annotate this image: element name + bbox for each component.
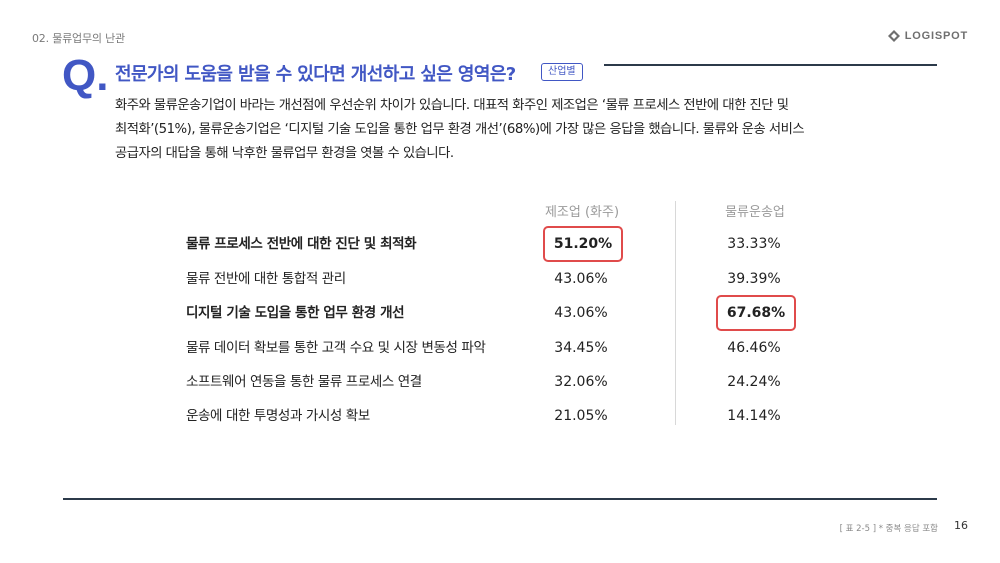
question-title: 전문가의 도움을 받을 수 있다면 개선하고 싶은 영역은? <box>115 64 516 85</box>
manufacturing-value-highlighted: 51.20% <box>543 226 623 262</box>
description-line: 최적화’(51%), 물류운송기업은 ‘디지털 기술 도입을 통한 업무 환경 … <box>115 122 805 137</box>
manufacturing-value: 21.05% <box>554 408 608 424</box>
table-footnote: [ 표 2-5 ] * 중복 응답 포함 <box>839 524 938 534</box>
logistics-value-highlighted: 67.68% <box>716 295 796 331</box>
manufacturing-value: 43.06% <box>554 305 608 321</box>
logo: LOGISPOT <box>887 30 968 42</box>
column-header-logistics: 물류운송업 <box>725 205 785 220</box>
industry-tag: 산업별 <box>541 63 583 81</box>
logo-mark-icon <box>887 30 900 42</box>
table-row: 물류 데이터 확보를 통한 고객 수요 및 시장 변동성 파악 34.45% 4… <box>186 337 826 359</box>
manufacturing-value: 32.06% <box>554 374 608 390</box>
row-label: 물류 전반에 대한 통합적 관리 <box>186 271 346 287</box>
row-label: 물류 프로세스 전반에 대한 진단 및 최적화 <box>186 236 417 252</box>
header-divider <box>604 64 937 66</box>
row-label: 소프트웨어 연동을 통한 물류 프로세스 연결 <box>186 374 422 390</box>
logo-text: LOGISPOT <box>904 30 968 42</box>
table-row: 물류 프로세스 전반에 대한 진단 및 최적화 51.20% 33.33% <box>186 226 826 262</box>
table-row: 물류 전반에 대한 통합적 관리 43.06% 39.39% <box>186 268 826 290</box>
manufacturing-value: 34.45% <box>554 340 608 356</box>
section-label: 02. 물류업무의 난관 <box>32 32 125 45</box>
column-divider <box>675 201 676 425</box>
logistics-value: 24.24% <box>727 374 781 390</box>
description-line: 공급자의 대답을 통해 낙후한 물류업무 환경을 엿볼 수 있습니다. <box>115 146 454 161</box>
table-row: 운송에 대한 투명성과 가시성 확보 21.05% 14.14% <box>186 405 826 427</box>
description-line: 화주와 물류운송기업이 바라는 개선점에 우선순위 차이가 있습니다. 대표적 … <box>115 98 789 113</box>
row-label: 물류 데이터 확보를 통한 고객 수요 및 시장 변동성 파악 <box>186 340 486 356</box>
table-row: 디지털 기술 도입을 통한 업무 환경 개선 43.06% 67.68% <box>186 295 826 331</box>
page-number: 16 <box>954 519 968 532</box>
footer-divider <box>63 498 937 500</box>
description: 화주와 물류운송기업이 바라는 개선점에 우선순위 차이가 있습니다. 대표적 … <box>115 94 915 166</box>
row-label: 디지털 기술 도입을 통한 업무 환경 개선 <box>186 305 405 321</box>
question-mark-label: Q. <box>62 51 109 100</box>
table-row: 소프트웨어 연동을 통한 물류 프로세스 연결 32.06% 24.24% <box>186 371 826 393</box>
manufacturing-value: 43.06% <box>554 271 608 287</box>
row-label: 운송에 대한 투명성과 가시성 확보 <box>186 408 370 424</box>
logistics-value: 46.46% <box>727 340 781 356</box>
logistics-value: 33.33% <box>727 236 781 252</box>
column-header-manufacturing: 제조업 (화주) <box>544 205 620 220</box>
logistics-value: 14.14% <box>727 408 781 424</box>
logistics-value: 39.39% <box>727 271 781 287</box>
